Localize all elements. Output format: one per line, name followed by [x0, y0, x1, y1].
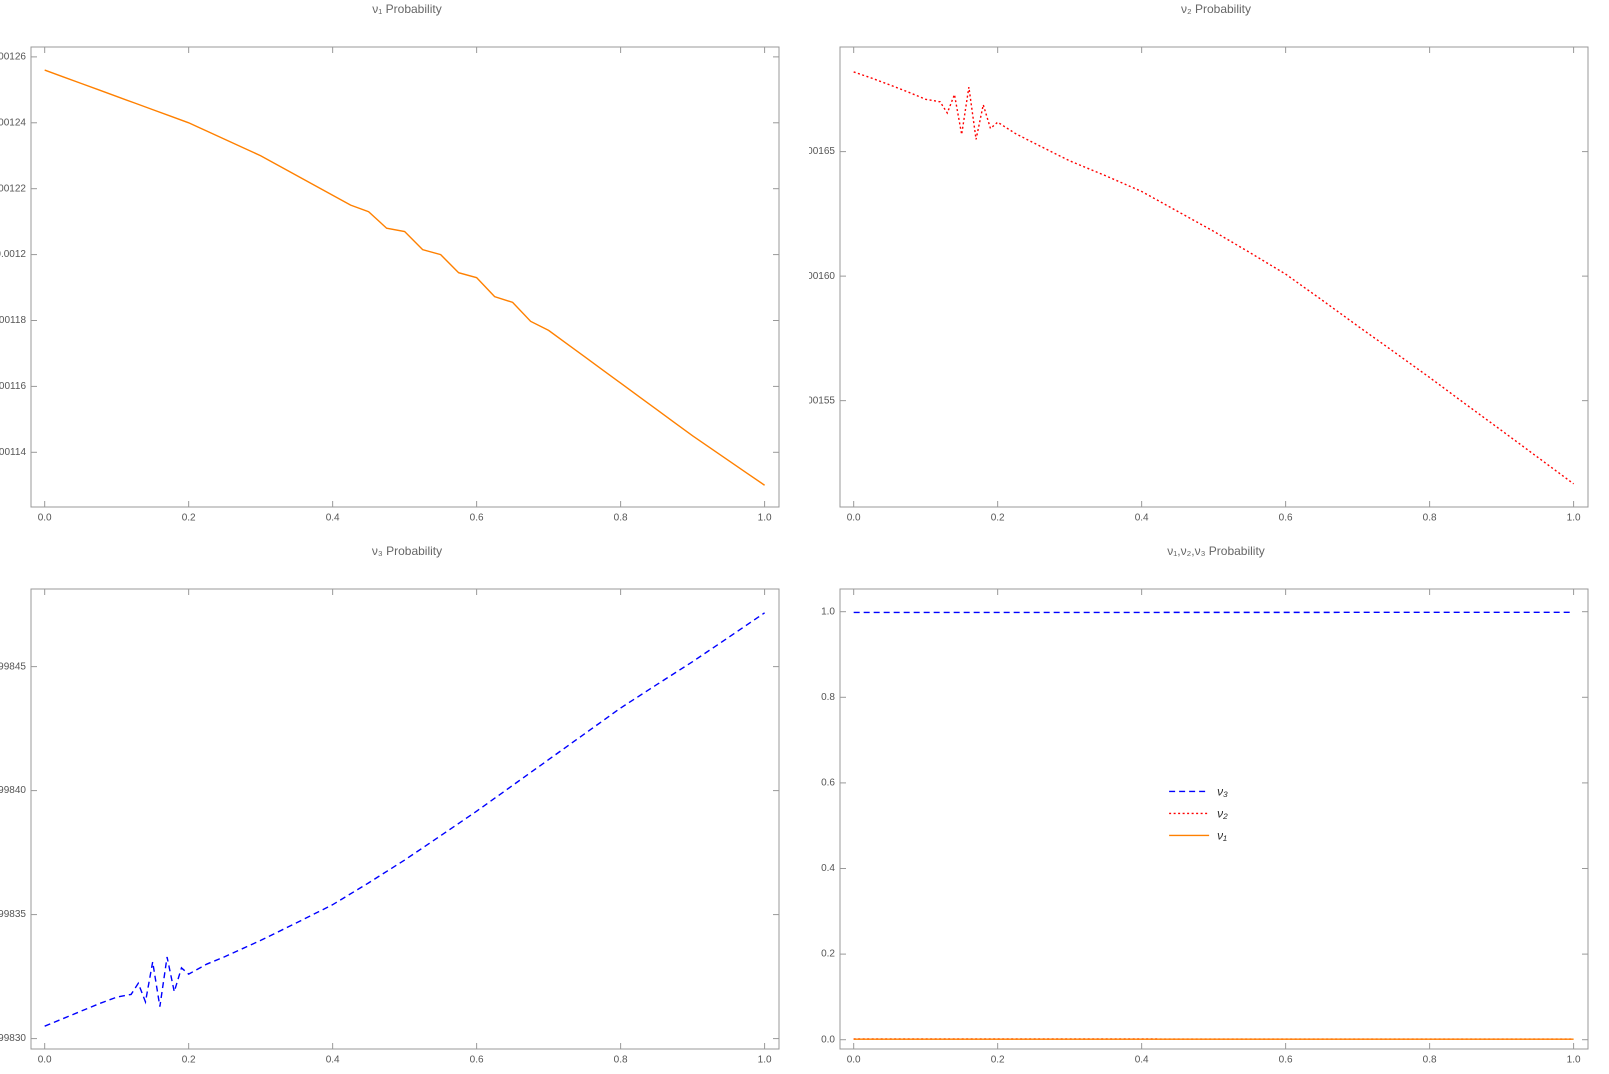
- panel: ν₁,ν₂,ν₃ Probability 0.0 0.2 0.4 0.6 0.8 1.0 0.…: [821, 544, 1589, 1066]
- legend-label: ν₃: [1217, 785, 1228, 799]
- x-tick-label: 0.6: [470, 513, 484, 524]
- series-line: [44, 612, 765, 1027]
- y-tick-label: 0.00126: [0, 52, 26, 63]
- y-tick-label: 0.00114: [0, 447, 26, 458]
- y-tick-label: 0.00155: [799, 395, 836, 406]
- y-tick-label: 0.6: [821, 778, 835, 789]
- chart-title: ν₂ Probability: [1181, 2, 1251, 16]
- y-tick-label: 0.0012: [0, 249, 26, 260]
- y-tick-label: 0.00165: [799, 146, 836, 157]
- y-tick-label: 0.8: [821, 692, 835, 703]
- x-tick-label: 0.8: [614, 1055, 628, 1066]
- x-tick-label: 0.6: [470, 1055, 484, 1066]
- x-tick-label: 1.0: [758, 513, 772, 524]
- y-tick-label: 0.4: [821, 863, 835, 874]
- x-tick-label: 0.4: [326, 513, 340, 524]
- x-tick-label: 0.6: [1279, 513, 1293, 524]
- x-tick-label: 0.4: [326, 1055, 340, 1066]
- x-tick-label: 1.0: [1567, 1055, 1581, 1066]
- x-tick-label: 0.0: [847, 1055, 861, 1066]
- y-tick-label: 0.99845: [0, 661, 26, 672]
- y-tick-label: 0.00160: [799, 271, 836, 282]
- x-tick-label: 0.2: [991, 1055, 1005, 1066]
- plot-frame: [839, 46, 1589, 508]
- x-tick-label: 0.4: [1135, 513, 1149, 524]
- y-tick-label: 0.00116: [0, 381, 26, 392]
- x-tick-label: 0.0: [847, 513, 861, 524]
- x-tick-label: 1.0: [1567, 513, 1581, 524]
- plot-frame: [839, 588, 1589, 1050]
- x-tick-label: 0.4: [1135, 1055, 1149, 1066]
- series-line: [44, 69, 765, 486]
- x-tick-label: 0.2: [182, 1055, 196, 1066]
- y-tick-label: 0.0: [821, 1034, 835, 1045]
- x-tick-label: 0.2: [991, 513, 1005, 524]
- y-tick-label: 0.99840: [0, 785, 26, 796]
- x-tick-label: 0.2: [182, 513, 196, 524]
- y-tick-label: 0.00122: [0, 183, 26, 194]
- chart-title: ν₃ Probability: [372, 544, 442, 558]
- x-tick-label: 0.8: [614, 513, 628, 524]
- y-tick-label: 0.00124: [0, 117, 26, 128]
- chart-title: ν₁ Probability: [372, 2, 441, 16]
- y-tick-label: 0.99835: [0, 909, 26, 920]
- y-tick-label: 1.0: [821, 606, 835, 617]
- x-tick-label: 1.0: [758, 1055, 772, 1066]
- legend-label: ν₁: [1217, 829, 1227, 843]
- plot-frame: [30, 46, 780, 508]
- panel: ν₁ Probability 0.0 0.2 0.4 0.6 0.8 1.0 0.00114 0…: [0, 2, 780, 524]
- series-line: [853, 71, 1575, 485]
- panel: ν₃ Probability 0.0 0.2 0.4 0.6 0.8 1.0 0.99830 0…: [0, 544, 780, 1066]
- y-tick-label: 0.00118: [0, 315, 26, 326]
- x-tick-label: 0.0: [38, 513, 52, 524]
- legend-label: ν₂: [1217, 807, 1228, 821]
- y-tick-label: 0.99830: [0, 1033, 26, 1044]
- x-tick-label: 0.8: [1423, 1055, 1437, 1066]
- x-tick-label: 0.0: [38, 1055, 52, 1066]
- y-tick-label: 0.2: [821, 949, 835, 960]
- x-tick-label: 0.6: [1279, 1055, 1293, 1066]
- plot-frame: [30, 588, 780, 1050]
- panel: ν₂ Probability 0.0 0.2 0.4 0.6 0.8 1.0 0.00155 0…: [799, 2, 1589, 524]
- x-tick-label: 0.8: [1423, 513, 1437, 524]
- chart-title: ν₁,ν₂,ν₃ Probability: [1167, 544, 1265, 558]
